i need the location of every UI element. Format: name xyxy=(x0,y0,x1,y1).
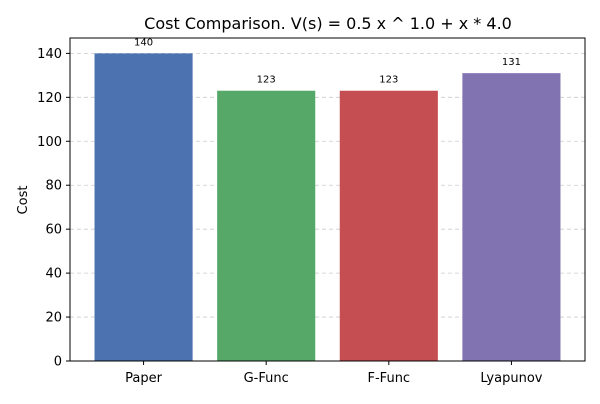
axes xyxy=(69,37,586,362)
bar-f-func xyxy=(339,90,438,362)
bar-value-label: 131 xyxy=(502,57,521,68)
x-tick-label: F-Func xyxy=(368,371,411,386)
y-tick-label: 20 xyxy=(45,311,62,326)
y-axis-ticks: 0 20 40 60 80 100 120 140 xyxy=(37,47,70,370)
bar-g-func xyxy=(217,90,316,362)
bar-value-label: 123 xyxy=(257,75,276,86)
x-axis-ticks: Paper G-Func F-Func Lyapunov xyxy=(125,361,543,386)
y-tick-label: 120 xyxy=(37,91,62,106)
y-axis-label: Cost xyxy=(16,186,31,215)
y-tick-label: 0 xyxy=(54,355,62,370)
y-tick-label: 140 xyxy=(37,47,62,62)
y-tick-label: 40 xyxy=(45,267,62,282)
bars xyxy=(94,53,561,362)
bar-value-labels: 140 123 123 131 xyxy=(134,37,521,85)
chart-title: Cost Comparison. V(s) = 0.5 x ^ 1.0 + x … xyxy=(144,14,512,33)
x-tick-label: Lyapunov xyxy=(480,371,542,386)
bar-value-label: 140 xyxy=(134,37,153,48)
x-tick-label: Paper xyxy=(125,371,162,386)
plot-frame xyxy=(69,37,586,362)
bar-value-label: 123 xyxy=(379,75,398,86)
bar-paper xyxy=(94,53,193,361)
bar-lyapunov xyxy=(462,73,561,361)
x-tick-label: G-Func xyxy=(244,371,289,386)
y-tick-label: 80 xyxy=(45,179,62,194)
y-tick-label: 60 xyxy=(45,223,62,238)
y-tick-label: 100 xyxy=(37,135,62,150)
